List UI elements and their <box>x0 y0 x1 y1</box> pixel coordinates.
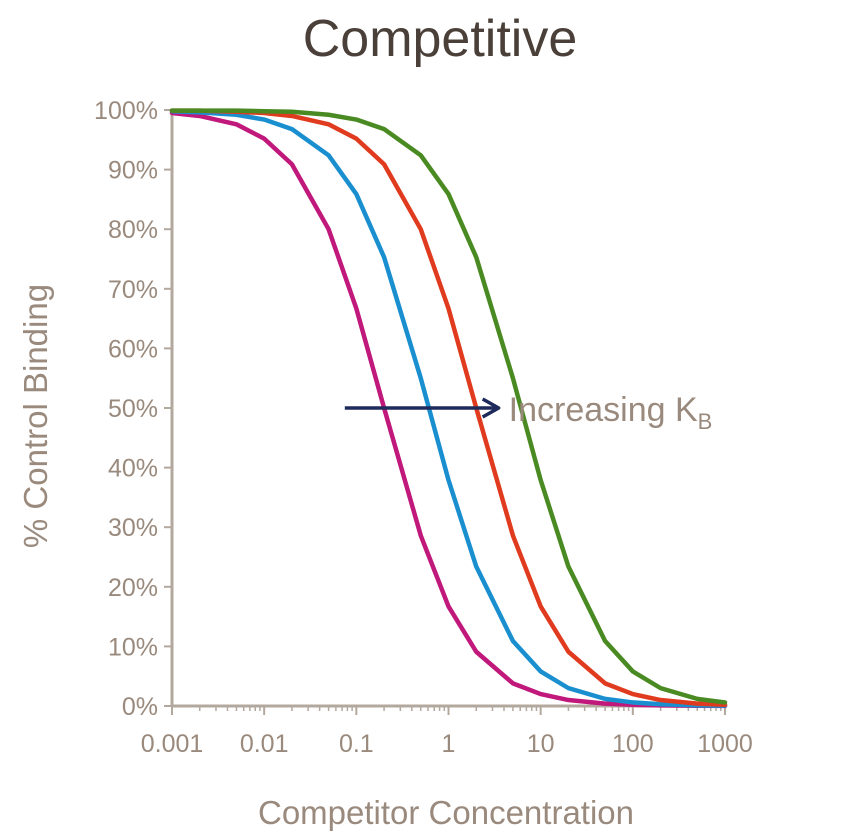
x-tick-label: 0.01 <box>240 730 289 758</box>
annotation-label: Increasing KB <box>509 391 713 434</box>
x-axis-label: Competitor Concentration <box>258 794 634 831</box>
y-tick-label: 70% <box>108 276 158 304</box>
chart-title: Competitive <box>303 10 578 68</box>
annotation-arrow-head <box>481 397 501 419</box>
series-line-2 <box>169 108 728 708</box>
y-tick-label: 0% <box>122 693 158 721</box>
y-tick-label: 20% <box>108 574 158 602</box>
y-tick-label: 30% <box>108 514 158 542</box>
y-axis-label: % Control Binding <box>17 284 54 548</box>
y-tick-label: 60% <box>108 335 158 363</box>
y-tick-label: 100% <box>94 97 158 125</box>
series-line-4 <box>169 108 728 705</box>
x-tick-label: 100 <box>612 730 654 758</box>
annotation-layer: Increasing KB <box>344 391 713 434</box>
y-tick-label: 90% <box>108 157 158 185</box>
annotation-label-text: Increasing K <box>509 391 698 429</box>
x-tick-label: 0.1 <box>339 730 374 758</box>
y-tick-label: 40% <box>108 455 158 483</box>
x-tick-label: 1000 <box>697 730 753 758</box>
x-tick-label: 10 <box>527 730 555 758</box>
x-tick-label: 1 <box>442 730 456 758</box>
y-axis-ticks: 0% 10% 20% 30% 40% 50% 60% 70% 80% 90% 100% <box>94 97 172 721</box>
y-tick-label: 50% <box>108 395 158 423</box>
y-tick-label: 10% <box>108 633 158 661</box>
series-line-1 <box>169 110 728 709</box>
annotation-label-subscript: B <box>698 409 713 434</box>
y-tick-label: 80% <box>108 216 158 244</box>
x-axis-ticks: 0.001 0.01 0.1 1 10 100 1000 <box>141 706 753 758</box>
series-layer <box>169 108 728 709</box>
x-tick-label: 0.001 <box>141 730 204 758</box>
